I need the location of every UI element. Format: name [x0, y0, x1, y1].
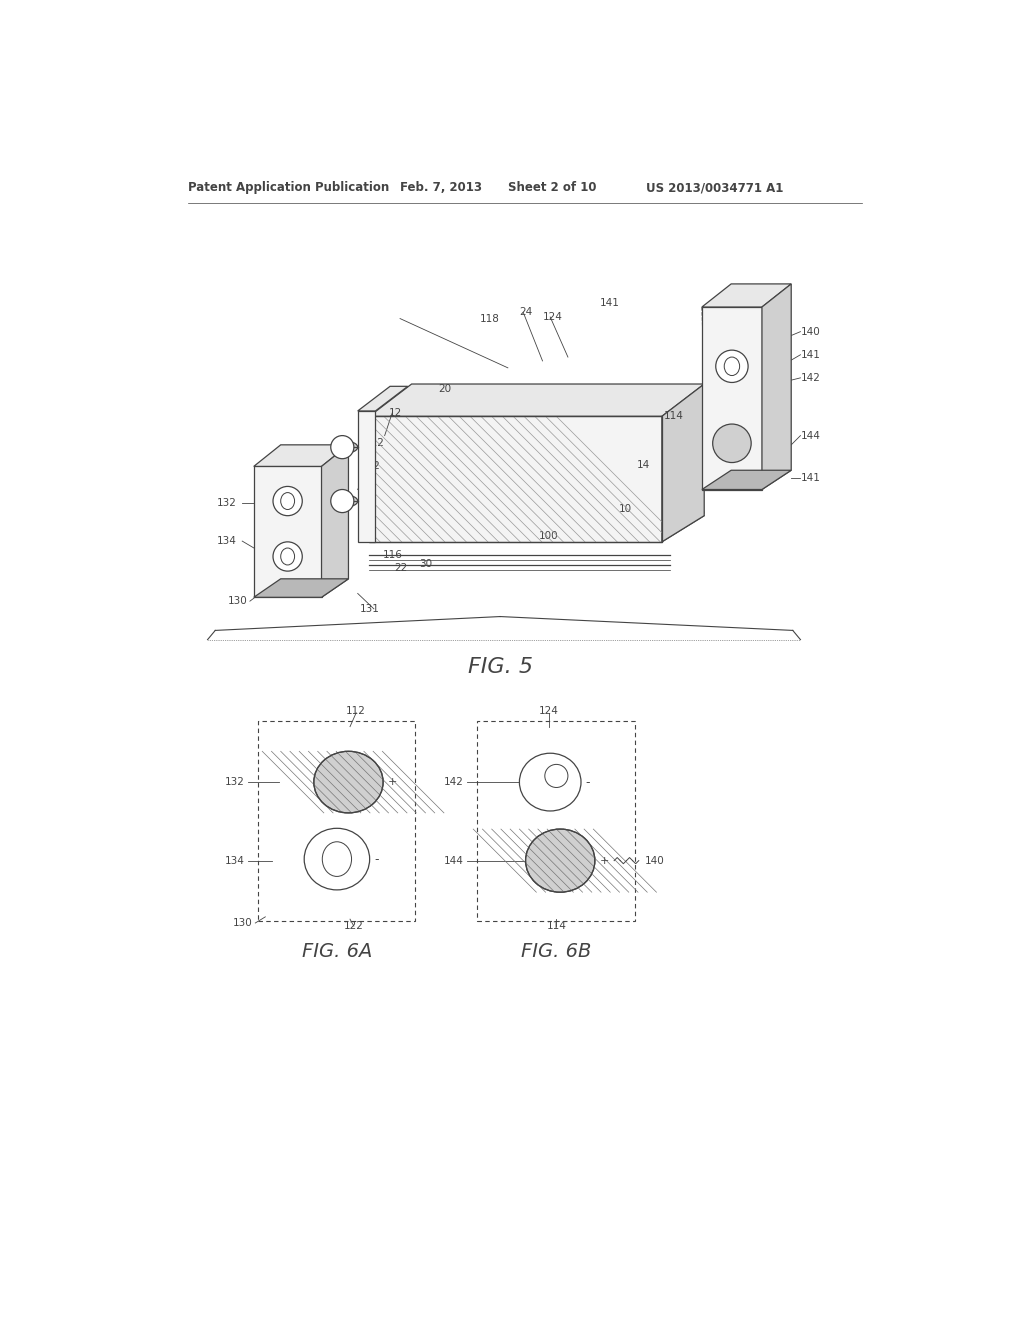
Ellipse shape: [273, 541, 302, 572]
Text: Feb. 7, 2013: Feb. 7, 2013: [400, 181, 482, 194]
Polygon shape: [254, 445, 348, 466]
Polygon shape: [762, 284, 792, 490]
Text: FIG. 5: FIG. 5: [468, 656, 532, 677]
Text: 144: 144: [801, 430, 820, 441]
Text: 140: 140: [801, 326, 820, 337]
Text: Sheet 2 of 10: Sheet 2 of 10: [508, 181, 596, 194]
Bar: [258, 721, 416, 921]
Text: 144: 144: [444, 855, 464, 866]
Ellipse shape: [331, 490, 354, 512]
Text: 142: 142: [444, 777, 464, 787]
Text: 112: 112: [346, 706, 367, 717]
Ellipse shape: [545, 764, 568, 788]
Text: 131: 131: [359, 603, 379, 614]
Text: -: -: [374, 853, 379, 866]
Text: 14: 14: [637, 459, 650, 470]
Polygon shape: [370, 384, 705, 416]
Text: 20: 20: [438, 384, 452, 395]
Polygon shape: [701, 284, 792, 308]
Polygon shape: [662, 384, 705, 543]
Text: 132: 132: [224, 777, 245, 787]
Ellipse shape: [519, 754, 581, 810]
Text: 134: 134: [217, 536, 237, 546]
Text: -: -: [586, 776, 590, 788]
Text: 22: 22: [394, 564, 408, 573]
Bar: [477, 721, 635, 921]
Text: 114: 114: [664, 412, 683, 421]
Polygon shape: [370, 416, 662, 543]
Ellipse shape: [716, 350, 749, 383]
Text: 124: 124: [543, 312, 562, 322]
Ellipse shape: [713, 424, 752, 462]
Text: US 2013/0034771 A1: US 2013/0034771 A1: [646, 181, 783, 194]
Text: +: +: [599, 855, 609, 866]
Polygon shape: [322, 445, 348, 598]
Ellipse shape: [335, 495, 357, 507]
Text: FIG. 6B: FIG. 6B: [521, 942, 592, 961]
Text: 130: 130: [232, 917, 252, 928]
Text: Patent Application Publication: Patent Application Publication: [188, 181, 389, 194]
Polygon shape: [370, 516, 705, 543]
Text: 12: 12: [388, 408, 401, 417]
Ellipse shape: [724, 358, 739, 376]
Ellipse shape: [304, 829, 370, 890]
Ellipse shape: [331, 436, 354, 459]
Text: 10: 10: [618, 504, 632, 513]
Text: 142: 142: [801, 372, 820, 383]
Text: 132: 132: [217, 498, 237, 508]
Text: 140: 140: [645, 855, 665, 866]
Text: 122: 122: [344, 921, 364, 931]
Text: 30: 30: [419, 560, 432, 569]
Text: 131: 131: [272, 477, 292, 487]
Polygon shape: [357, 387, 408, 411]
Text: 141: 141: [801, 350, 820, 360]
Text: 122: 122: [360, 462, 381, 471]
Polygon shape: [254, 579, 348, 598]
Text: 100: 100: [539, 531, 558, 541]
Text: 112: 112: [365, 438, 385, 449]
Text: FIG. 6A: FIG. 6A: [302, 942, 372, 961]
Text: 116: 116: [383, 550, 403, 560]
Text: 118: 118: [479, 314, 500, 323]
Text: 141: 141: [600, 298, 621, 308]
Polygon shape: [701, 308, 762, 490]
Polygon shape: [701, 470, 792, 490]
Ellipse shape: [335, 441, 357, 453]
Ellipse shape: [313, 751, 383, 813]
Text: 114: 114: [547, 921, 566, 931]
Text: 141: 141: [801, 473, 820, 483]
Text: 130: 130: [228, 597, 248, 606]
Text: +: +: [388, 777, 397, 787]
Ellipse shape: [281, 548, 295, 565]
Ellipse shape: [525, 829, 595, 892]
Polygon shape: [357, 411, 376, 543]
Ellipse shape: [281, 492, 295, 510]
Ellipse shape: [273, 487, 302, 516]
Text: 134: 134: [224, 855, 245, 866]
Ellipse shape: [323, 842, 351, 876]
Text: 124: 124: [539, 706, 559, 717]
Polygon shape: [254, 466, 322, 598]
Text: 24: 24: [519, 308, 532, 317]
